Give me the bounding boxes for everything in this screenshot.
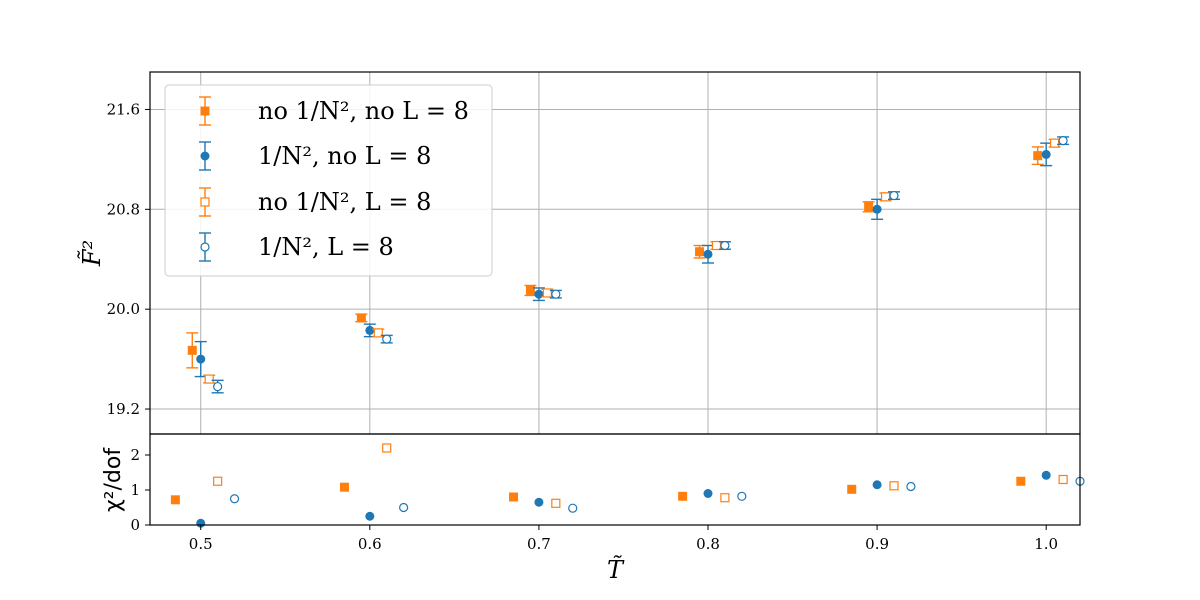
data-point — [864, 202, 874, 212]
legend: no 1/N², no L = 8 1/N², no L = 8 no 1/N², … — [164, 84, 493, 277]
chi2-point — [872, 480, 882, 490]
chi2-y-label: χ²/dof — [101, 447, 126, 512]
data-point — [382, 334, 392, 344]
data-point — [1041, 149, 1051, 159]
data-point — [889, 190, 899, 201]
chi2-point — [847, 484, 857, 494]
chi2-point — [365, 511, 375, 521]
chi2-point — [509, 492, 519, 502]
chi2-point — [1058, 474, 1068, 485]
y-tick-label: 20.8 — [107, 200, 140, 218]
x-tick-label: 0.5 — [189, 535, 213, 553]
chi2-point — [568, 503, 578, 513]
legend-label: 1/N², L = 8 — [258, 233, 394, 261]
x-tick-label: 0.6 — [358, 535, 382, 553]
data-point — [213, 381, 223, 392]
x-ticks: 0.5 0.6 0.7 0.8 0.9 1.0 — [189, 525, 1058, 553]
data-point — [525, 285, 535, 295]
x-tick-label: 1.0 — [1034, 535, 1058, 553]
legend-marker — [200, 197, 210, 207]
chi2-point — [737, 491, 747, 501]
data-point — [711, 240, 722, 251]
chi2-panel: 0 1 2 χ²/dof — [101, 433, 1085, 534]
x-tick-label: 0.9 — [865, 535, 889, 553]
data-point — [1058, 136, 1068, 146]
legend-label: 1/N², no L = 8 — [258, 142, 431, 170]
chi2-point — [399, 502, 409, 513]
chi2-point — [551, 498, 561, 508]
data-point — [872, 204, 882, 214]
legend-marker — [200, 242, 210, 252]
chi2-point — [213, 476, 223, 486]
chi2-point — [382, 443, 392, 453]
chi2-point — [906, 481, 916, 492]
data-point — [187, 345, 197, 355]
legend-item: 1/N², L = 8 — [199, 232, 394, 262]
data-point — [542, 288, 552, 298]
chi2-point — [339, 482, 349, 492]
x-axis-label: T̃ — [607, 556, 625, 584]
data-point — [373, 328, 383, 338]
chi2-point — [678, 491, 688, 501]
chi2-point — [1041, 470, 1051, 480]
data-point — [551, 289, 561, 299]
legend-item: 1/N², no L = 8 — [199, 141, 431, 171]
data-point — [1050, 138, 1060, 148]
chi2-point — [170, 495, 180, 505]
data-point — [196, 354, 206, 364]
data-point — [204, 374, 214, 384]
chi2-point — [1016, 476, 1026, 486]
y-tick-label: 2 — [130, 446, 140, 464]
legend-label: no 1/N², L = 8 — [258, 188, 431, 216]
chi2-y-ticks: 0 1 2 — [130, 446, 150, 534]
chi2-point — [889, 481, 899, 491]
legend-label: no 1/N², no L = 8 — [258, 97, 469, 125]
y-tick-label: 19.2 — [107, 400, 140, 418]
chi2-point — [703, 489, 713, 498]
main-y-label: F̃² — [78, 240, 106, 267]
data-point — [365, 325, 375, 335]
main-y-ticks: 19.2 20.0 20.8 21.6 — [107, 100, 150, 418]
y-tick-label: 0 — [130, 516, 140, 534]
legend-item: no 1/N², no L = 8 — [199, 96, 469, 126]
legend-marker — [200, 151, 210, 161]
y-tick-label: 1 — [130, 481, 140, 499]
x-tick-label: 0.8 — [696, 535, 720, 553]
chi2-frame — [149, 433, 1081, 526]
chi2-point — [720, 493, 730, 503]
data-point — [720, 240, 730, 251]
legend-marker — [200, 106, 210, 116]
legend-box — [164, 84, 493, 277]
chi2-point — [229, 494, 240, 504]
data-point — [1033, 151, 1043, 161]
main-marks — [186, 136, 1070, 394]
data-point — [534, 289, 544, 299]
legend-item: no 1/N², L = 8 — [199, 187, 431, 217]
data-point — [880, 192, 891, 202]
y-tick-label: 21.6 — [107, 100, 140, 118]
chi2-point — [534, 497, 544, 507]
data-point — [356, 313, 366, 323]
data-point — [695, 247, 705, 257]
data-point — [703, 249, 713, 259]
y-tick-label: 20.0 — [107, 300, 140, 318]
x-tick-label: 0.7 — [527, 535, 551, 553]
